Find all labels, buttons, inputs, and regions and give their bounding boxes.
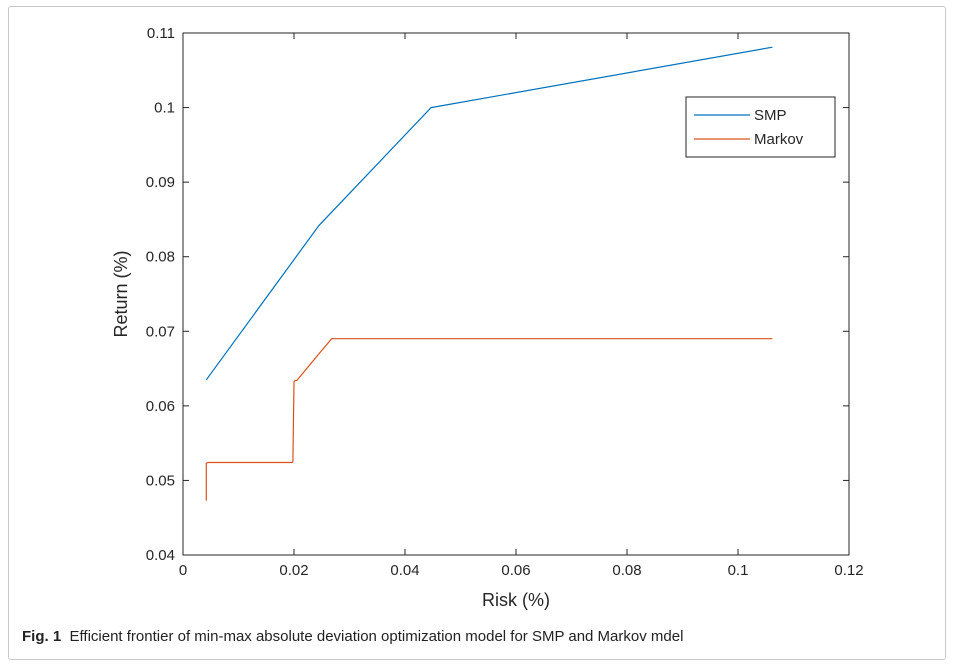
legend-label: SMP bbox=[754, 107, 787, 124]
figure-frame bbox=[8, 6, 946, 660]
series-line-smp bbox=[205, 46, 773, 381]
x-tick-label: 0.1 bbox=[728, 562, 749, 579]
x-axis-label: Risk (%) bbox=[482, 590, 550, 610]
series-layer bbox=[205, 46, 773, 501]
legend: SMP Markov bbox=[685, 96, 836, 158]
y-axis-label: Return (%) bbox=[111, 250, 131, 337]
legend-label: Markov bbox=[754, 131, 804, 148]
y-tick-label: 0.08 bbox=[146, 249, 175, 266]
x-tick-label: 0.08 bbox=[612, 562, 641, 579]
caption-label: Fig. 1 bbox=[22, 628, 62, 645]
axes: 0 0.02 0.04 0.06 0.08 0.1 0.12 0.04 0.05 0.06 0.07… bbox=[111, 25, 864, 610]
series-line-markov bbox=[205, 338, 773, 501]
y-tick-label: 0.1 bbox=[154, 100, 175, 117]
y-tick-label: 0.04 bbox=[146, 547, 175, 564]
figure-caption: Fig. 1 Efficient frontier of min-max abs… bbox=[22, 628, 683, 645]
y-tick-label: 0.07 bbox=[146, 323, 175, 340]
chart: 0 0.02 0.04 0.06 0.08 0.1 0.12 0.04 0.05 0.06 0.07… bbox=[111, 25, 864, 610]
x-tick-label: 0.02 bbox=[279, 562, 308, 579]
y-tick-label: 0.06 bbox=[146, 398, 175, 415]
x-tick-label: 0.04 bbox=[390, 562, 419, 579]
caption-text: Efficient frontier of min-max absolute d… bbox=[69, 628, 684, 645]
x-tick-label: 0.12 bbox=[834, 562, 863, 579]
y-tick-label: 0.11 bbox=[147, 25, 175, 42]
x-tick-label: 0.06 bbox=[501, 562, 530, 579]
legend-box bbox=[685, 96, 836, 158]
y-tick-label: 0.09 bbox=[146, 174, 175, 191]
x-tick-label: 0 bbox=[179, 562, 187, 579]
y-tick-label: 0.05 bbox=[146, 472, 175, 489]
